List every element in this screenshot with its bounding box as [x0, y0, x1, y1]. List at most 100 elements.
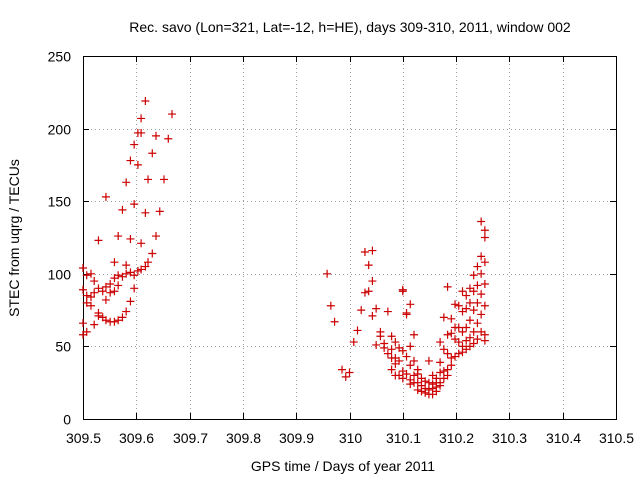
data-point	[341, 372, 350, 381]
data-point	[391, 338, 400, 347]
data-point	[447, 354, 456, 363]
data-point	[462, 304, 471, 313]
data-point	[148, 149, 157, 158]
data-point	[326, 301, 335, 310]
data-point	[110, 317, 119, 326]
data-point	[101, 192, 110, 201]
data-point	[114, 271, 123, 280]
data-point	[144, 175, 153, 184]
data-point	[164, 134, 173, 143]
data-point	[409, 356, 418, 365]
axes-layer: 309.5 309.6 309.7 309.8 309.9 310 310.1 310.2 31…	[48, 49, 635, 447]
data-point	[480, 279, 489, 288]
data-point	[368, 277, 377, 286]
plot-frame	[83, 56, 617, 420]
data-point	[114, 232, 123, 241]
data-point	[447, 329, 456, 338]
x-tick-label: 309.8	[226, 430, 261, 446]
data-point	[477, 269, 486, 278]
data-point	[443, 282, 452, 291]
grid-layer	[83, 56, 616, 419]
data-point	[94, 311, 103, 320]
data-point	[465, 333, 474, 342]
data-point	[402, 310, 411, 319]
data-point	[383, 349, 392, 358]
x-tick-label: 309.7	[173, 430, 208, 446]
chart-title: Rec. savo (Lon=321, Lat=-12, h=HE), days…	[129, 19, 571, 35]
data-point	[122, 261, 131, 270]
data-point	[439, 345, 448, 354]
data-point	[469, 339, 478, 348]
data-point	[152, 232, 161, 241]
data-point	[155, 207, 164, 216]
data-point	[454, 301, 463, 310]
data-point	[86, 293, 95, 302]
x-tick-label: 310	[339, 430, 363, 446]
data-point	[447, 314, 456, 323]
data-point	[443, 371, 452, 380]
data-point	[353, 326, 362, 335]
data-point	[152, 131, 161, 140]
y-tick-label: 50	[55, 339, 71, 355]
data-point	[98, 287, 107, 296]
data-point	[345, 368, 354, 377]
data-point	[469, 287, 478, 296]
data-point	[110, 287, 119, 296]
data-point	[82, 271, 91, 280]
data-point	[473, 298, 482, 307]
data-point	[477, 217, 486, 226]
data-point	[94, 284, 103, 293]
data-point	[137, 114, 146, 123]
data-point	[424, 356, 433, 365]
data-point	[101, 282, 110, 291]
data-point	[106, 288, 115, 297]
data-point	[141, 262, 150, 271]
data-point	[126, 297, 135, 306]
data-point	[406, 361, 415, 370]
x-tick-label: 310.2	[439, 430, 474, 446]
data-point	[462, 323, 471, 332]
data-point	[122, 178, 131, 187]
data-point	[122, 269, 131, 278]
data-point	[469, 327, 478, 336]
data-point	[114, 316, 123, 325]
data-point	[387, 345, 396, 354]
data-point	[447, 361, 456, 370]
data-point	[443, 330, 452, 339]
data-point	[402, 369, 411, 378]
data-point	[86, 269, 95, 278]
data-point	[480, 336, 489, 345]
x-tick-label: 310.5	[599, 430, 634, 446]
data-point	[473, 335, 482, 344]
data-point	[141, 97, 150, 106]
y-tick-label: 100	[48, 267, 72, 283]
data-point	[387, 332, 396, 341]
data-point	[137, 239, 146, 248]
y-axis-label: STEC from uqrg / TECUs	[6, 159, 22, 317]
data-point	[90, 288, 99, 297]
data-point	[477, 290, 486, 299]
data-point	[387, 365, 396, 374]
data-point	[454, 338, 463, 347]
data-point	[477, 310, 486, 319]
data-point	[454, 323, 463, 332]
data-point	[469, 306, 478, 315]
data-point	[130, 284, 139, 293]
data-point	[148, 249, 157, 258]
data-point	[364, 287, 373, 296]
data-point	[473, 262, 482, 271]
data-point	[439, 367, 448, 376]
x-tick-label: 309.6	[119, 430, 154, 446]
data-point	[436, 338, 445, 347]
data-point	[86, 301, 95, 310]
data-point	[398, 374, 407, 383]
data-point	[144, 258, 153, 267]
data-point	[126, 234, 135, 243]
x-tick-label: 310.3	[492, 430, 527, 446]
data-point	[436, 381, 445, 390]
data-point	[372, 304, 381, 313]
data-point	[130, 140, 139, 149]
x-tick-label: 309.9	[279, 430, 314, 446]
